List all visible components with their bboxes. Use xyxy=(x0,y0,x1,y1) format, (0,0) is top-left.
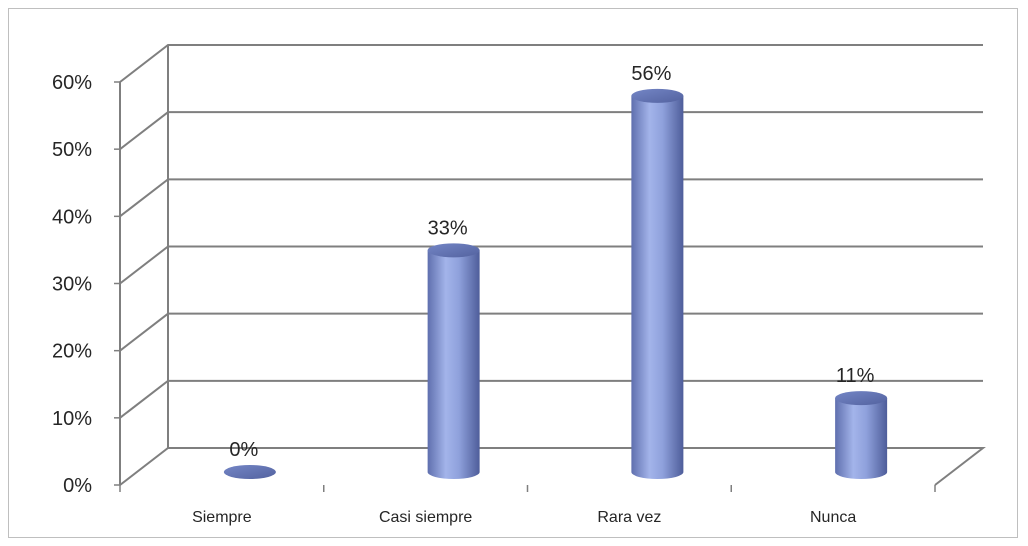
gridline xyxy=(119,111,983,150)
bar-top xyxy=(223,465,276,479)
bar-top xyxy=(835,391,888,406)
x-tick-labels: Siempre Casi siempre Rara vez Nunca xyxy=(192,509,856,526)
bar-nunca xyxy=(835,391,888,479)
y-tick-label: 10% xyxy=(52,408,92,430)
y-tick-label: 0% xyxy=(63,475,92,497)
bar-casi-siempre xyxy=(427,243,480,479)
x-tick-label: Rara vez xyxy=(597,509,661,526)
floor-outline xyxy=(119,447,986,486)
y-tick-label: 20% xyxy=(52,341,92,363)
y-tick-label: 40% xyxy=(52,206,92,228)
data-label: 0% xyxy=(229,439,258,461)
bars xyxy=(223,88,888,479)
bar-body xyxy=(835,398,888,479)
y-tick-label: 50% xyxy=(52,139,92,161)
data-label: 11% xyxy=(836,365,875,387)
bar-body xyxy=(631,95,684,479)
x-tick-label: Siempre xyxy=(192,509,252,526)
data-label: 56% xyxy=(631,63,671,85)
x-tick-label: Casi siempre xyxy=(379,509,472,526)
gridline xyxy=(119,245,983,285)
y-tick-labels: 0% 10% 20% 30% 40% 50% 60% xyxy=(52,72,92,497)
gridline xyxy=(119,44,983,83)
y-tick-label: 30% xyxy=(52,274,92,296)
y-tick-label: 60% xyxy=(52,72,92,94)
bar-rara-vez xyxy=(631,88,684,479)
gridline xyxy=(119,178,983,218)
data-labels: 0% 33% 56% 11% xyxy=(229,63,874,461)
gridline xyxy=(119,312,983,352)
data-label: 33% xyxy=(428,217,468,239)
bar-top xyxy=(631,88,684,103)
axes xyxy=(114,45,936,492)
x-tick-label: Nunca xyxy=(810,509,856,526)
bar-body xyxy=(427,250,480,479)
bar-top xyxy=(427,243,480,258)
bar-siempre xyxy=(223,465,276,479)
